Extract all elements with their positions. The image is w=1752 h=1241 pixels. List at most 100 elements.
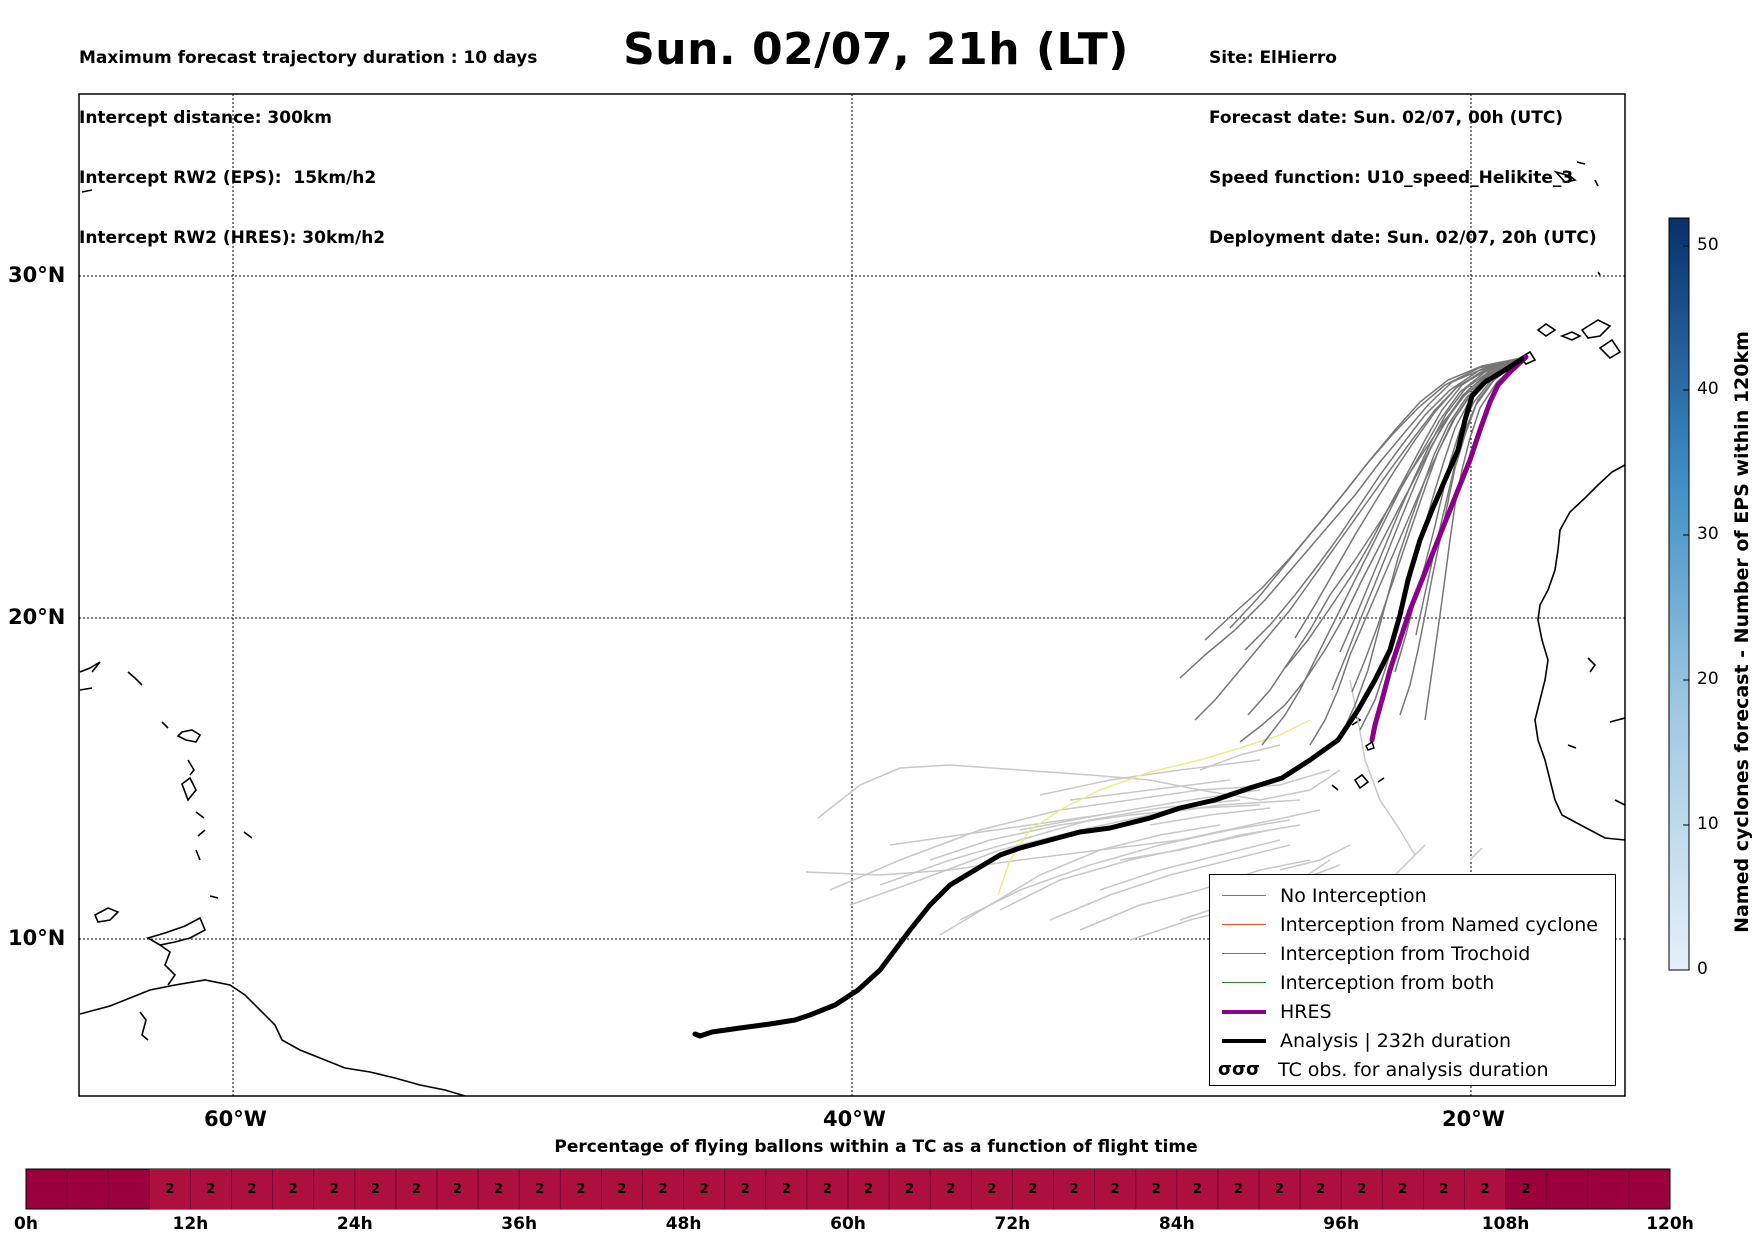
flight-bar-cell-value: 2: [740, 1181, 750, 1197]
flight-bar-cell-value: 2: [453, 1181, 463, 1197]
flight-bar-tick-label: 36h: [501, 1214, 538, 1234]
page-title: Sun. 02/07, 21h (LT): [623, 24, 1129, 75]
header-line: Intercept RW2 (EPS): 15km/h2: [79, 168, 377, 188]
legend-item: Interception from Trochoid: [1210, 939, 1530, 968]
flight-bar-tick-label: 48h: [665, 1214, 702, 1234]
flight-bar-cell-value: 2: [781, 1181, 791, 1197]
colorbar-tick-label: 0: [1697, 959, 1708, 979]
flight-bar-cell-value: 2: [494, 1181, 504, 1197]
colorbar-tick-label: 40: [1697, 379, 1719, 399]
lon-label: 60°W: [204, 1107, 267, 1131]
flight-bar-cell-value: 2: [165, 1181, 175, 1197]
legend-label: Interception from Named cyclone: [1280, 913, 1598, 936]
flight-bar-tick-label: 12h: [172, 1214, 209, 1234]
flight-bar-cell-value: 2: [1398, 1181, 1408, 1197]
map-frame: [78, 93, 1626, 1097]
flight-bar-cell-value: 2: [946, 1181, 956, 1197]
legend-item: Interception from Named cyclone: [1210, 910, 1598, 939]
lat-label: 10°N: [8, 926, 66, 950]
flight-bar-cell-value: 2: [1110, 1181, 1120, 1197]
flight-bar-cell-value: 2: [370, 1181, 380, 1197]
legend-swatch: [1222, 982, 1266, 983]
flight-bar-cell-value: 2: [617, 1181, 627, 1197]
flight-bar-tick-label: 0h: [14, 1214, 38, 1234]
legend-swatch: [1222, 1038, 1266, 1043]
colorbar-tick-label: 50: [1697, 235, 1719, 255]
header-right-info: Site: ElHierro Forecast date: Sun. 02/07…: [1209, 8, 1597, 268]
flight-bar-cell-value: 2: [329, 1181, 339, 1197]
lat-label: 20°N: [8, 605, 66, 629]
legend-swatch: [1222, 895, 1266, 896]
colorbar-tick-label: 20: [1697, 669, 1719, 689]
legend-label: Analysis | 232h duration: [1280, 1029, 1512, 1052]
flight-bar-cell-value: 2: [1069, 1181, 1079, 1197]
flight-bar-active: [149, 1169, 1506, 1209]
colorbar-title: Named cyclones forecast - Number of EPS …: [1731, 331, 1752, 933]
flight-bar-cell-value: 2: [1275, 1181, 1285, 1197]
header-line: Intercept RW2 (HRES): 30km/h2: [79, 228, 386, 248]
coastlines: [79, 161, 1625, 1096]
flight-bar-cell-value: 2: [535, 1181, 545, 1197]
flight-bar-tick-label: 60h: [830, 1214, 866, 1234]
flight-bar-cell-value: 2: [987, 1181, 997, 1197]
flight-bar-cell-value: 2: [576, 1181, 586, 1197]
flight-bar-cell-value: 2: [1192, 1181, 1202, 1197]
legend-label: No Interception: [1280, 884, 1427, 907]
eps-trajectories-light: [805, 679, 1483, 941]
legend-item: Analysis | 232h duration: [1210, 1026, 1511, 1055]
legend-swatch: [1222, 1009, 1266, 1014]
header-line: Intercept distance: 300km: [79, 108, 332, 128]
legend-item: σσσ TC obs. for analysis duration: [1210, 1055, 1549, 1084]
colorbar-ticks: [1683, 245, 1689, 971]
tc-obs-symbol-icon: σσσ: [1218, 1059, 1261, 1080]
map-legend: No Interception Interception from Named c…: [1209, 874, 1616, 1086]
flight-bar-cell-value: 2: [699, 1181, 709, 1197]
flight-bar-tick-label: 72h: [994, 1214, 1031, 1234]
header-line: Deployment date: Sun. 02/07, 20h (UTC): [1209, 228, 1597, 248]
flight-bar-cell-value: 2: [411, 1181, 421, 1197]
flight-bar-cell-value: 2: [1357, 1181, 1367, 1197]
flight-bar-cell-value: 2: [1480, 1181, 1490, 1197]
lon-label: 20°W: [1442, 1107, 1505, 1131]
flight-bar-tick-label: 84h: [1158, 1214, 1195, 1234]
flight-bar-tick-label: 96h: [1323, 1214, 1360, 1234]
legend-label: Interception from Trochoid: [1280, 942, 1531, 965]
legend-item: No Interception: [1210, 881, 1427, 910]
trochoid-trajectory: [997, 719, 1311, 896]
legend-label: TC obs. for analysis duration: [1278, 1058, 1549, 1081]
colorbar-tick-label: 30: [1697, 524, 1719, 544]
flight-bar-cell-value: 2: [206, 1181, 216, 1197]
legend-item: Interception from both: [1210, 968, 1494, 997]
legend-label: Interception from both: [1280, 971, 1495, 994]
legend-swatch: [1222, 924, 1266, 925]
eps-trajectories: [1179, 356, 1527, 746]
header-line: Site: ElHierro: [1209, 48, 1337, 68]
flight-bar-tick-label: 24h: [336, 1214, 373, 1234]
flight-bar-cell-value: 2: [658, 1181, 668, 1197]
flight-bar-cell-value: 2: [288, 1181, 298, 1197]
colorbar: [1668, 217, 1690, 971]
header-line: Speed function: U10_speed_Helikite_3: [1209, 168, 1574, 188]
legend-swatch: [1222, 953, 1266, 954]
lat-label: 30°N: [8, 263, 66, 287]
flight-bar-cell-value: 2: [1028, 1181, 1038, 1197]
flight-bar-cell-value: 2: [822, 1181, 832, 1197]
flight-bar-cell-value: 2: [1233, 1181, 1243, 1197]
colorbar-tick-label: 10: [1697, 814, 1719, 834]
flight-bar-cell-value: 2: [1316, 1181, 1326, 1197]
tc-obs-marker: [1365, 740, 1375, 751]
header-line: Maximum forecast trajectory duration : 1…: [79, 48, 538, 68]
flight-bar-cell-value: 2: [905, 1181, 915, 1197]
hres-trajectory: [1369, 354, 1529, 743]
flight-bar-cell-value: 2: [1521, 1181, 1531, 1197]
flight-bar-cell-value: 2: [247, 1181, 257, 1197]
header-left-info: Maximum forecast trajectory duration : 1…: [79, 8, 537, 268]
flight-bar-cell-value: 2: [1439, 1181, 1449, 1197]
analysis-trajectory: [692, 356, 1525, 1039]
flight-bar-cell-value: 2: [864, 1181, 874, 1197]
flight-bar-tick-label: 108h: [1481, 1214, 1530, 1234]
flight-bar-tick-label: 120h: [1646, 1214, 1694, 1234]
legend-item: HRES: [1210, 997, 1332, 1026]
flight-bar-title: Percentage of flying ballons within a TC…: [554, 1137, 1198, 1157]
